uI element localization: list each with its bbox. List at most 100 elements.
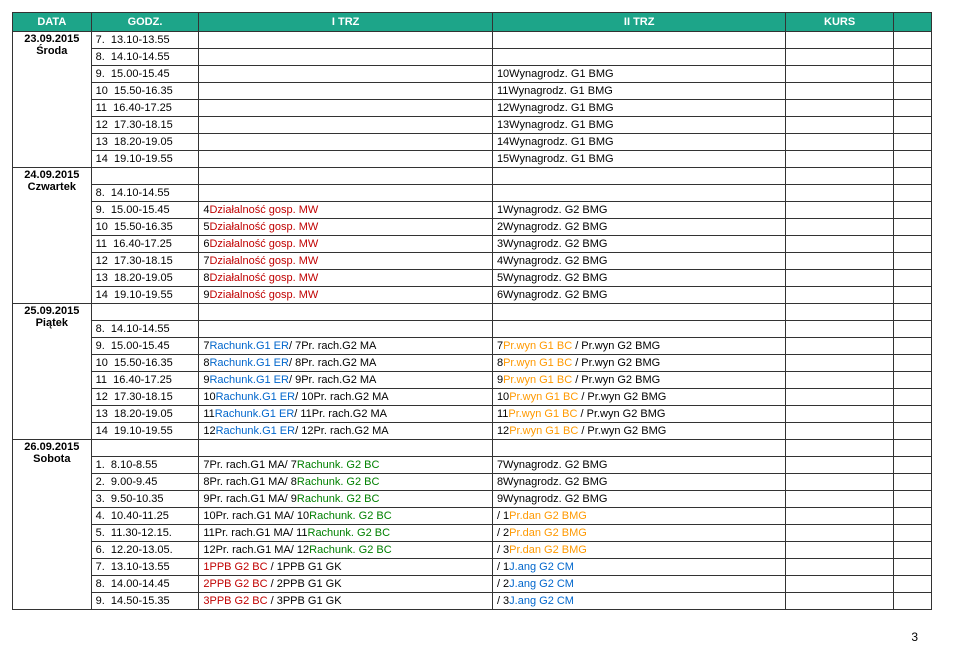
extra-cell [893,151,931,168]
godz-cell [91,168,199,185]
trz2-cell [492,321,786,338]
trz2-cell: 7Wynagrodz. G2 BMG [492,457,786,474]
trz1-cell [199,151,493,168]
trz2-cell: 3Wynagrodz. G2 BMG [492,236,786,253]
trz2-cell: 1Wynagrodz. G2 BMG [492,202,786,219]
kurs-cell [786,151,893,168]
trz2-cell: 10Pr.wyn G1 BC / Pr.wyn G2 BMG [492,389,786,406]
header-extra [893,13,931,32]
trz2-cell [492,304,786,321]
extra-cell [893,474,931,491]
extra-cell [893,542,931,559]
trz2-cell: / 2Pr.dan G2 BMG [492,525,786,542]
kurs-cell [786,593,893,610]
trz1-cell [199,321,493,338]
trz1-cell: 11Pr. rach.G1 MA/ 11Rachunk. G2 BC [199,525,493,542]
trz2-cell: 5Wynagrodz. G2 BMG [492,270,786,287]
table-row: 11 16.40-17.2512Wynagrodz. G1 BMG [13,100,932,117]
kurs-cell [786,304,893,321]
table-row: 13 18.20-19.058Działalność gosp. MW5Wyna… [13,270,932,287]
godz-cell: 7. 13.10-13.55 [91,559,199,576]
trz1-cell [199,440,493,457]
godz-cell: 10 15.50-16.35 [91,219,199,236]
godz-cell: 9. 15.00-15.45 [91,66,199,83]
extra-cell [893,355,931,372]
godz-cell: 8. 14.00-14.45 [91,576,199,593]
trz2-cell: 9Wynagrodz. G2 BMG [492,491,786,508]
trz2-cell: 12Pr.wyn G1 BC / Pr.wyn G2 BMG [492,423,786,440]
extra-cell [893,270,931,287]
trz1-cell [199,304,493,321]
table-row: 3. 9.50-10.359Pr. rach.G1 MA/ 9Rachunk. … [13,491,932,508]
godz-cell: 3. 9.50-10.35 [91,491,199,508]
extra-cell [893,236,931,253]
trz2-cell: 11Pr.wyn G1 BC / Pr.wyn G2 BMG [492,406,786,423]
extra-cell [893,117,931,134]
table-row: 1. 8.10-8.557Pr. rach.G1 MA/ 7Rachunk. G… [13,457,932,474]
trz1-cell: 10Rachunk.G1 ER/ 10Pr. rach.G2 MA [199,389,493,406]
trz2-cell [492,440,786,457]
trz1-cell: 9Rachunk.G1 ER/ 9Pr. rach.G2 MA [199,372,493,389]
table-row: 12 17.30-18.1513Wynagrodz. G1 BMG [13,117,932,134]
godz-cell: 14 19.10-19.55 [91,151,199,168]
godz-cell: 10 15.50-16.35 [91,83,199,100]
godz-cell: 10 15.50-16.35 [91,355,199,372]
kurs-cell [786,491,893,508]
extra-cell [893,100,931,117]
godz-cell: 12 17.30-18.15 [91,253,199,270]
date-cell: 23.09.2015Środa [13,32,92,168]
extra-cell [893,559,931,576]
extra-cell [893,338,931,355]
trz1-cell: 8Działalność gosp. MW [199,270,493,287]
kurs-cell [786,389,893,406]
date-cell: 25.09.2015Piątek [13,304,92,440]
kurs-cell [786,219,893,236]
trz2-cell [492,32,786,49]
trz1-cell: 12Pr. rach.G1 MA/ 12Rachunk. G2 BC [199,542,493,559]
trz1-cell: 7Działalność gosp. MW [199,253,493,270]
extra-cell [893,321,931,338]
kurs-cell [786,355,893,372]
godz-cell [91,304,199,321]
godz-cell: 9. 14.50-15.35 [91,593,199,610]
trz1-cell [199,185,493,202]
trz1-cell: 1PPB G2 BC / 1PPB G1 GK [199,559,493,576]
trz1-cell: 2PPB G2 BC / 2PPB G1 GK [199,576,493,593]
trz1-cell: 6Działalność gosp. MW [199,236,493,253]
trz1-cell: 7Pr. rach.G1 MA/ 7Rachunk. G2 BC [199,457,493,474]
trz1-cell: 8Rachunk.G1 ER/ 8Pr. rach.G2 MA [199,355,493,372]
table-row: 6. 12.20-13.05.12Pr. rach.G1 MA/ 12Rachu… [13,542,932,559]
extra-cell [893,389,931,406]
trz1-cell: 3PPB G2 BC / 3PPB G1 GK [199,593,493,610]
table-row: 2. 9.00-9.458Pr. rach.G1 MA/ 8Rachunk. G… [13,474,932,491]
trz2-cell: / 2J.ang G2 CM [492,576,786,593]
table-row: 14 19.10-19.5512Rachunk.G1 ER/ 12Pr. rac… [13,423,932,440]
extra-cell [893,168,931,185]
godz-cell: 8. 14.10-14.55 [91,185,199,202]
page-number: 3 [12,610,948,644]
trz1-cell: 8Pr. rach.G1 MA/ 8Rachunk. G2 BC [199,474,493,491]
kurs-cell [786,168,893,185]
trz1-cell: 12Rachunk.G1 ER/ 12Pr. rach.G2 MA [199,423,493,440]
header-row: DATA GODZ. I TRZ II TRZ KURS [13,13,932,32]
trz1-cell [199,66,493,83]
header-trz2: II TRZ [492,13,786,32]
trz2-cell: / 1J.ang G2 CM [492,559,786,576]
extra-cell [893,66,931,83]
date-cell: 26.09.2015Sobota [13,440,92,610]
extra-cell [893,134,931,151]
trz1-cell: 11Rachunk.G1 ER/ 11Pr. rach.G2 MA [199,406,493,423]
trz1-cell: 5Działalność gosp. MW [199,219,493,236]
trz1-cell [199,32,493,49]
header-kurs: KURS [786,13,893,32]
header-data: DATA [13,13,92,32]
godz-cell: 12 17.30-18.15 [91,117,199,134]
table-row: 14 19.10-19.559Działalność gosp. MW6Wyna… [13,287,932,304]
extra-cell [893,406,931,423]
extra-cell [893,49,931,66]
extra-cell [893,287,931,304]
table-row: 9. 15.00-15.4510Wynagrodz. G1 BMG [13,66,932,83]
godz-cell: 11 16.40-17.25 [91,236,199,253]
godz-cell [91,440,199,457]
extra-cell [893,593,931,610]
